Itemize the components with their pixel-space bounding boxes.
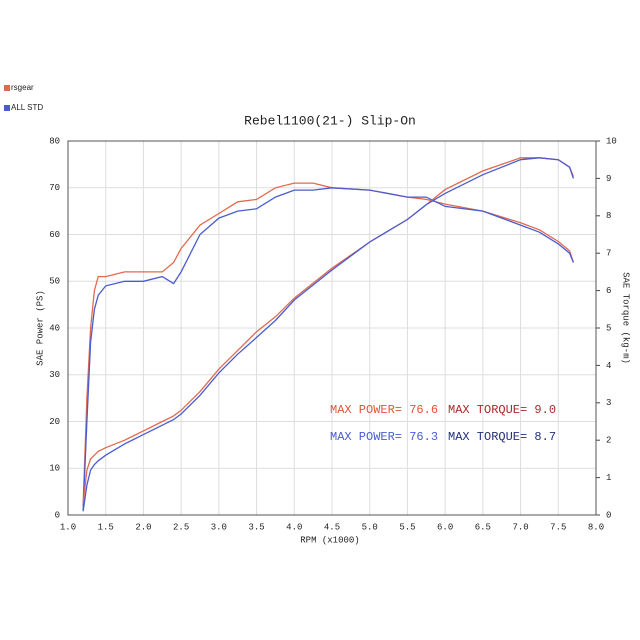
y-tick-label: 70 [49, 183, 60, 193]
y2-tick-label: 9 [606, 174, 611, 184]
annotation: MAX TORQUE= 8.7 [448, 430, 556, 444]
x-tick-label: 5.0 [362, 522, 378, 532]
annotation: MAX POWER= 76.6 [330, 403, 438, 417]
x-tick-label: 2.5 [173, 522, 189, 532]
y2-tick-label: 2 [606, 436, 611, 446]
y-axis-label: SAE Power (PS) [35, 290, 45, 366]
y2-tick-label: 4 [606, 361, 611, 371]
x-tick-label: 2.0 [135, 522, 151, 532]
y2-tick-label: 1 [606, 473, 611, 483]
x-tick-label: 8.0 [588, 522, 604, 532]
y2-tick-label: 3 [606, 398, 611, 408]
y-tick-label: 30 [49, 370, 60, 380]
y-tick-label: 60 [49, 230, 60, 240]
x-tick-label: 6.5 [475, 522, 491, 532]
y-tick-label: 0 [55, 510, 60, 520]
y2-tick-label: 8 [606, 211, 611, 221]
legend-label: rsgear [11, 83, 34, 92]
annotation: MAX TORQUE= 9.0 [448, 403, 556, 417]
y-tick-label: 50 [49, 277, 60, 287]
plot-frame [67, 140, 597, 516]
annotation: MAX POWER= 76.3 [330, 430, 438, 444]
y2-axis-label: SAE Torque (kg-m) [621, 272, 631, 364]
y2-tick-label: 0 [606, 510, 611, 520]
y2-tick-label: 10 [606, 136, 617, 146]
data-line [82, 157, 575, 512]
data-line [82, 182, 575, 506]
x-axis-label: RPM (x1000) [300, 535, 359, 545]
y-tick-label: 20 [49, 417, 60, 427]
y-tick-label: 80 [49, 136, 60, 146]
x-tick-label: 1.5 [98, 522, 114, 532]
x-tick-label: 7.5 [550, 522, 566, 532]
data-line [82, 157, 575, 504]
legend-label: ALL STD [11, 103, 43, 112]
x-tick-label: 1.0 [60, 522, 76, 532]
x-tick-label: 3.5 [248, 522, 264, 532]
chart-title: Rebel1100(21-) Slip-On [244, 113, 416, 128]
x-tick-label: 3.0 [211, 522, 227, 532]
x-tick-label: 4.5 [324, 522, 340, 532]
data-line [82, 187, 575, 511]
x-tick-label: 7.0 [512, 522, 528, 532]
x-tick-label: 6.0 [437, 522, 453, 532]
y2-tick-label: 7 [606, 249, 611, 259]
x-tick-label: 4.0 [286, 522, 302, 532]
y2-tick-label: 5 [606, 323, 611, 333]
y2-tick-label: 6 [606, 286, 611, 296]
y-tick-label: 10 [49, 464, 60, 474]
legend-swatch [4, 105, 10, 111]
y-tick-label: 40 [49, 323, 60, 333]
legend-swatch [4, 85, 10, 91]
x-tick-label: 5.5 [399, 522, 415, 532]
